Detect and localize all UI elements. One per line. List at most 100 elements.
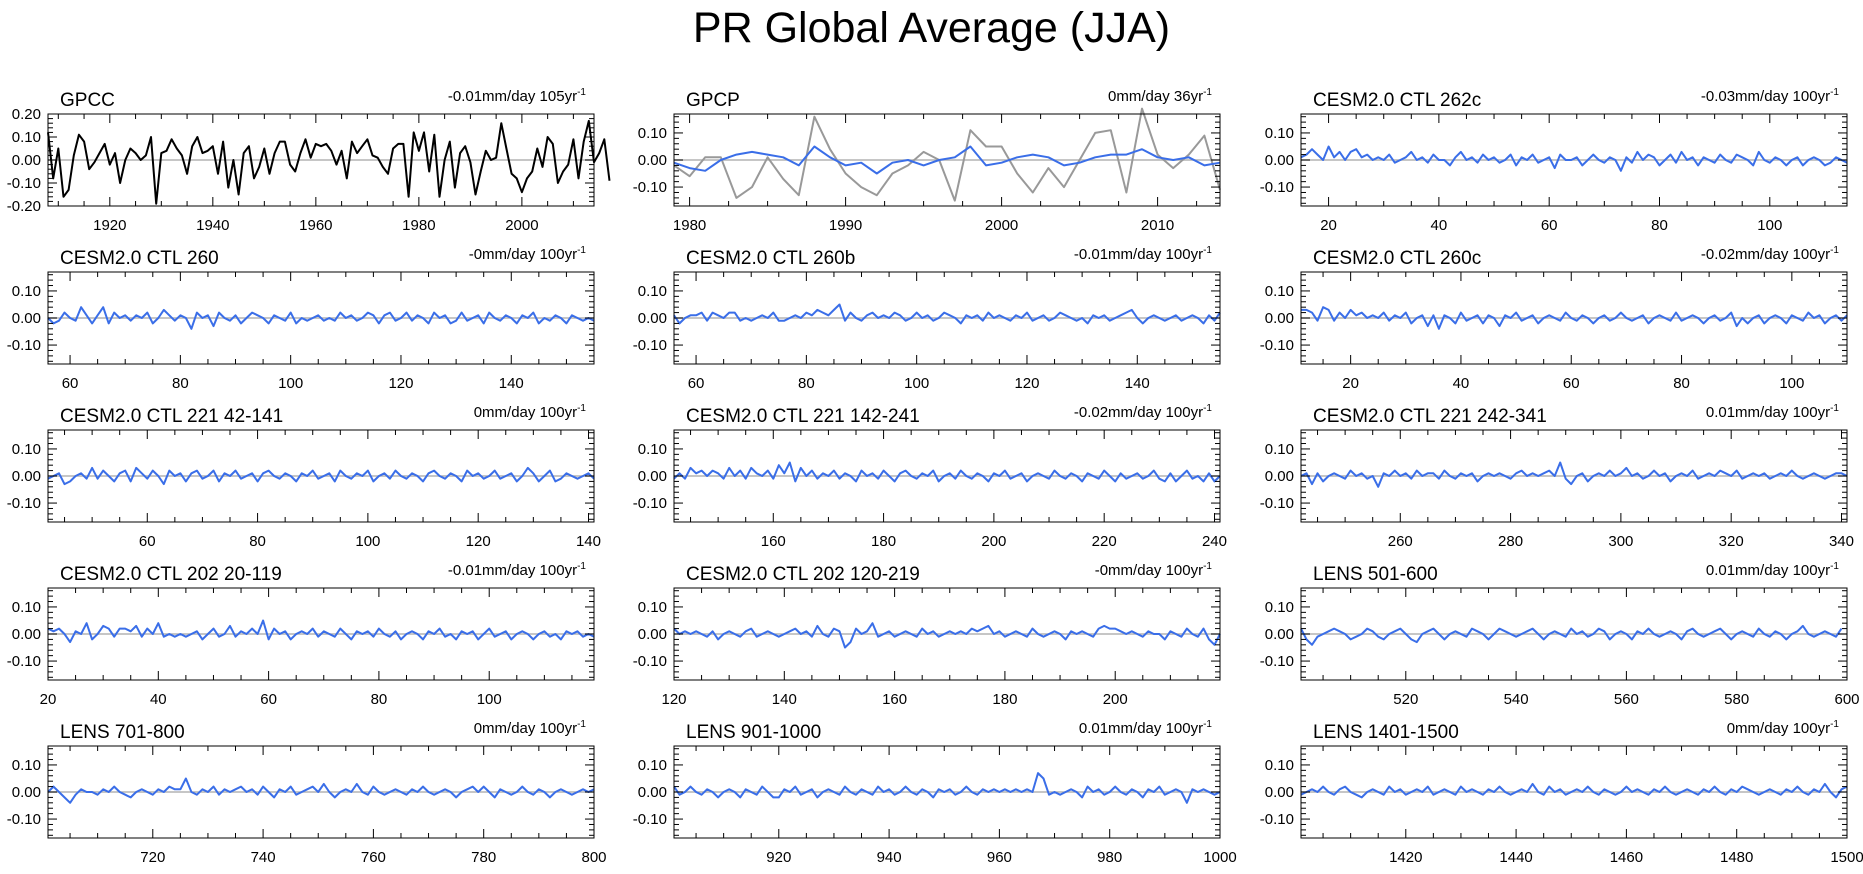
xtick-label: 520: [1393, 691, 1418, 708]
series-line-model: [673, 461, 1221, 483]
ytick-label: -0.10: [633, 811, 667, 828]
ytick-label: 0.00: [12, 468, 41, 485]
trend-value: 0.01mm/day 100yr: [1706, 404, 1830, 421]
xtick-label: 1980: [402, 217, 435, 234]
ytick-label: 0.10: [1265, 283, 1294, 300]
panel-cesm2-0-ctl-202-20-119: CESM2.0 CTL 202 20-119 -0.01mm/day 100yr-…: [7, 561, 595, 708]
xtick-label: 300: [1608, 533, 1633, 550]
ytick-label: 0.10: [1265, 441, 1294, 458]
xtick-label: 120: [1014, 375, 1039, 392]
xtick-label: 200: [981, 533, 1006, 550]
panel-title: CESM2.0 CTL 202 20-119: [60, 564, 282, 585]
panel-cesm2-0-ctl-221-142-241: CESM2.0 CTL 221 142-241 -0.02mm/day 100yr…: [633, 403, 1227, 550]
trend-exponent: -1: [577, 561, 586, 572]
series-line-model: [47, 306, 595, 330]
trend-exponent: -1: [1830, 403, 1839, 414]
xtick-label: 80: [172, 375, 189, 392]
trend-label: 0.01mm/day 100yr-1: [1706, 403, 1840, 421]
xtick-label: 180: [992, 691, 1017, 708]
panel-cesm2-0-ctl-221-242-341: CESM2.0 CTL 221 242-341 0.01mm/day 100yr-…: [1260, 403, 1854, 550]
xtick-label: 160: [882, 691, 907, 708]
ytick-label: 0.10: [638, 599, 667, 616]
xtick-label: 980: [1097, 849, 1122, 866]
ytick-label: 0.00: [1265, 626, 1294, 643]
ytick-label: 0.00: [638, 468, 667, 485]
trend-value: -0.03mm/day 100yr: [1701, 88, 1830, 105]
series-line-model: [47, 466, 595, 486]
trend-exponent: -1: [577, 719, 586, 730]
series-line-model: [1300, 461, 1848, 488]
xtick-label: 140: [1125, 375, 1150, 392]
trend-value: 0mm/day 36yr: [1108, 88, 1203, 105]
trend-exponent: -1: [1203, 87, 1212, 98]
trend-value: 0mm/day 100yr: [1727, 720, 1830, 737]
ytick-label: -0.10: [1260, 337, 1294, 354]
trend-label: 0mm/day 100yr-1: [1727, 719, 1840, 737]
trend-label: -0.01mm/day 100yr-1: [448, 561, 587, 579]
xtick-label: 60: [62, 375, 79, 392]
ytick-label: 0.00: [638, 784, 667, 801]
panel-cesm2-0-ctl-260: CESM2.0 CTL 260 -0mm/day 100yr-1 0.10 0.00 -…: [7, 245, 595, 392]
ytick-label: 0.00: [1265, 310, 1294, 327]
series-line-model: [47, 777, 595, 804]
xtick-label: 80: [1651, 217, 1668, 234]
trend-exponent: -1: [577, 245, 586, 256]
panel-title: CESM2.0 CTL 260b: [686, 248, 855, 269]
xtick-label: 1990: [829, 217, 862, 234]
ytick-label: 0.10: [12, 599, 41, 616]
panel-title: CESM2.0 CTL 260: [60, 248, 219, 269]
xtick-label: 940: [877, 849, 902, 866]
trend-label: -0.02mm/day 100yr-1: [1074, 403, 1213, 421]
trend-value: 0.01mm/day 100yr: [1706, 562, 1830, 579]
ytick-label: -0.10: [7, 811, 41, 828]
xtick-label: 1940: [196, 217, 229, 234]
xtick-label: 1960: [299, 217, 332, 234]
panel-title: CESM2.0 CTL 202 120-219: [686, 564, 920, 585]
xtick-label: 100: [1757, 217, 1782, 234]
panel-gpcc: GPCC -0.01mm/day 105yr-1 0.20 0.10 0.00 -0.10…: [7, 87, 611, 234]
panel-cesm2-0-ctl-260b: CESM2.0 CTL 260b -0.01mm/day 100yr-1 0.10 0…: [633, 245, 1221, 392]
xtick-label: 80: [249, 533, 266, 550]
panel-title: GPCC: [60, 90, 115, 111]
ytick-label: 0.10: [12, 129, 41, 146]
trend-value: -0.01mm/day 105yr: [448, 88, 577, 105]
ytick-label: -0.10: [633, 179, 667, 196]
xtick-label: 60: [1541, 217, 1558, 234]
ytick-label: -0.10: [7, 175, 41, 192]
xtick-label: 40: [150, 691, 167, 708]
xtick-label: 140: [499, 375, 524, 392]
trend-label: 0.01mm/day 100yr-1: [1706, 561, 1840, 579]
xtick-label: 920: [766, 849, 791, 866]
series-line-model: [673, 303, 1221, 325]
xtick-label: 120: [661, 691, 686, 708]
xtick-label: 20: [1320, 217, 1337, 234]
xtick-label: 60: [260, 691, 277, 708]
ytick-label: 0.10: [638, 125, 667, 142]
series-line-model: [1300, 782, 1848, 799]
trend-label: -0.03mm/day 100yr-1: [1701, 87, 1840, 105]
xtick-label: 20: [1342, 375, 1359, 392]
trend-label: 0mm/day 100yr-1: [474, 403, 587, 421]
xtick-label: 1480: [1720, 849, 1753, 866]
panel-lens-701-800: LENS 701-800 0mm/day 100yr-1 0.10 0.00 -0.10…: [7, 719, 607, 866]
ytick-label: 0.00: [12, 152, 41, 169]
trend-value: -0mm/day 100yr: [1095, 562, 1203, 579]
xtick-label: 720: [140, 849, 165, 866]
xtick-label: 40: [1431, 217, 1448, 234]
xtick-label: 580: [1724, 691, 1749, 708]
ytick-label: 0.00: [12, 626, 41, 643]
xtick-label: 120: [388, 375, 413, 392]
ytick-label: 0.00: [638, 626, 667, 643]
trend-exponent: -1: [1203, 719, 1212, 730]
xtick-label: 800: [581, 849, 606, 866]
xtick-label: 540: [1504, 691, 1529, 708]
panel-cesm2-0-ctl-221-42-141: CESM2.0 CTL 221 42-141 0mm/day 100yr-1 0.1…: [7, 403, 601, 550]
ytick-label: -0.10: [7, 337, 41, 354]
ytick-label: 0.10: [638, 441, 667, 458]
trend-label: -0.01mm/day 100yr-1: [1074, 245, 1213, 263]
ytick-label: -0.20: [7, 198, 41, 215]
xtick-label: 60: [688, 375, 705, 392]
trend-label: 0mm/day 36yr-1: [1108, 87, 1212, 105]
ytick-label: 0.00: [12, 310, 41, 327]
xtick-label: 80: [798, 375, 815, 392]
